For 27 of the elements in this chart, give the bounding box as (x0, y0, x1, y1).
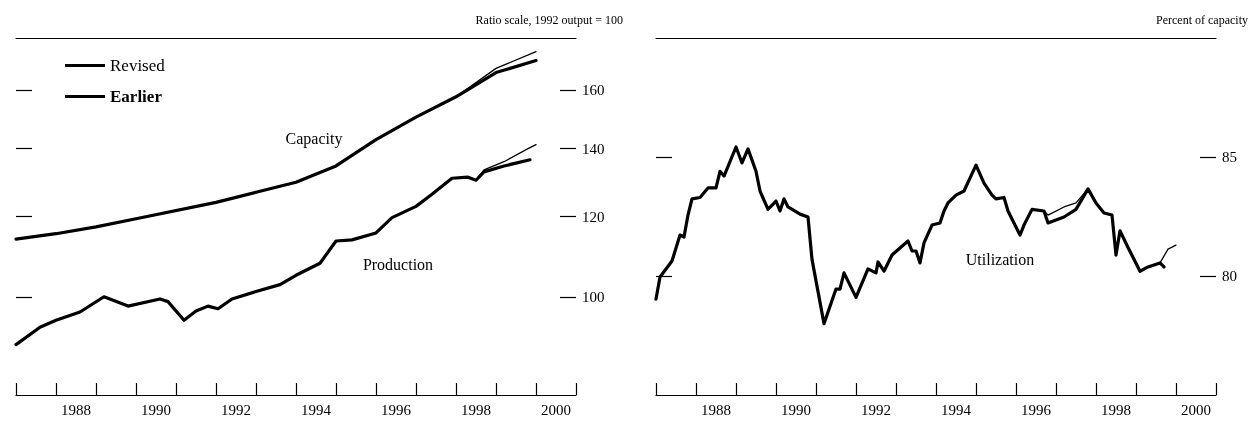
x-tick-label: 1998 (1101, 401, 1131, 418)
y-tick-label: 80 (1222, 268, 1237, 284)
x-tick-label: 1996 (381, 401, 412, 418)
y-tick-label: 100 (582, 288, 605, 305)
annotation: Capacity (285, 129, 343, 148)
y-tick-label: 120 (582, 208, 605, 225)
annotation: Utilization (965, 250, 1035, 268)
legend-label: Earlier (110, 87, 163, 106)
x-tick-label: 1988 (701, 401, 731, 418)
x-tick-label: 1992 (221, 401, 251, 418)
x-tick-label: 1994 (941, 401, 972, 418)
legend-label: Revised (110, 56, 166, 75)
x-tick-label: 1988 (61, 401, 91, 418)
y-tick-label: 85 (1222, 149, 1237, 165)
x-tick-label: 1996 (1021, 401, 1052, 418)
y-tick-label: 160 (582, 81, 605, 98)
y-axis-title: Ratio scale, 1992 output = 100 (475, 13, 624, 27)
x-tick-label: 2000 (541, 401, 571, 418)
annotation: Production (362, 255, 434, 273)
x-tick-label: 1990 (781, 401, 811, 418)
x-tick-label: 1992 (861, 401, 891, 418)
y-axis-title: Percent of capacity (1156, 13, 1248, 27)
x-tick-label: 1990 (141, 401, 171, 418)
y-tick-label: 140 (582, 140, 605, 157)
x-tick-label: 1998 (461, 401, 491, 418)
x-tick-label: 1994 (301, 401, 332, 418)
x-tick-label: 2000 (1181, 401, 1211, 418)
